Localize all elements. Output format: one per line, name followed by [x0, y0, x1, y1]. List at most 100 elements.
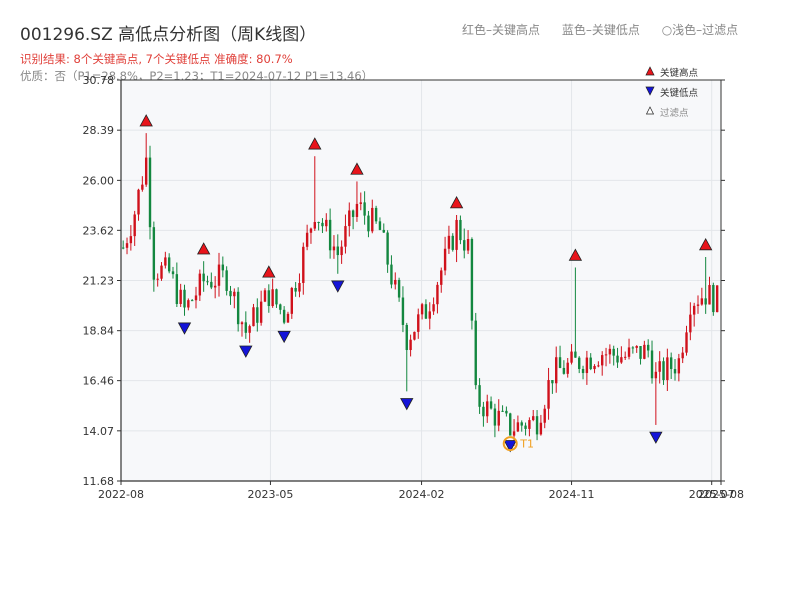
axes: 11.68 14.07 16.46 18.84 21.23 23.62 26.00 28.39…: [83, 74, 744, 501]
candle-body: [417, 314, 420, 332]
candle-body: [620, 357, 623, 363]
candle-body: [692, 305, 696, 315]
t1-marker-ring: [502, 436, 518, 452]
y-tick-label: 30.78: [83, 74, 115, 87]
key-high-marker: [449, 196, 464, 209]
candle-body: [432, 304, 435, 312]
candle-body: [210, 281, 213, 288]
y-tick-label: 11.68: [83, 475, 115, 488]
y-tick-label: 28.39: [83, 124, 115, 137]
candle-body: [294, 287, 297, 292]
color-key: 红色–关键高点 蓝色–关键低点 ○浅色–过滤点: [462, 21, 738, 38]
candle-body: [528, 420, 531, 429]
candle-body: [685, 332, 688, 353]
candle-body: [156, 278, 159, 280]
candle-body: [160, 265, 163, 279]
candle-body: [662, 361, 665, 381]
candle-body: [440, 270, 443, 285]
candle-body: [551, 380, 554, 384]
x-tick-label: 2024-11: [549, 488, 595, 501]
x-tick-label: 2025-07: [689, 488, 735, 501]
candle-body: [436, 284, 439, 305]
key-high-marker: [350, 162, 364, 175]
key-low-marker: [503, 440, 517, 453]
candle-body: [194, 295, 198, 301]
key-low-marker: [331, 280, 345, 293]
candle-body: [148, 157, 152, 228]
candle-body: [489, 401, 493, 409]
candle-body: [555, 357, 558, 384]
candle-body: [570, 351, 573, 363]
candle-body: [332, 246, 336, 251]
candle-body: [712, 284, 715, 313]
candle-body: [482, 406, 485, 417]
candle-body: [125, 243, 129, 248]
candle-body: [696, 304, 700, 306]
candle-body: [543, 408, 546, 423]
candle-body: [585, 357, 589, 374]
candle-body: [424, 304, 428, 319]
candle-body: [578, 357, 581, 369]
candle-body: [183, 289, 186, 308]
candle-body: [409, 339, 412, 351]
y-tick-label: 18.84: [83, 325, 115, 338]
candle-body: [248, 326, 251, 333]
candle-body: [240, 322, 244, 325]
key-low-marker: [239, 345, 253, 358]
candle-body: [302, 246, 305, 283]
key-low-marker: [177, 322, 192, 335]
candle-body: [497, 410, 500, 426]
candle-body: [604, 354, 608, 356]
candles: [121, 133, 719, 446]
candle-body: [121, 247, 125, 249]
key-point-markers: T1: [139, 114, 713, 453]
candle-body: [313, 222, 316, 229]
legend-high-icon: [645, 66, 655, 76]
candle-body: [152, 227, 156, 280]
candle-body: [650, 350, 654, 379]
candle-body: [616, 355, 619, 363]
x-tick-label: 2022-08: [98, 488, 144, 501]
candle-body: [233, 291, 236, 297]
candle-body: [363, 202, 366, 216]
candle-body: [190, 300, 194, 302]
candle-body: [298, 282, 301, 292]
candle-body: [336, 246, 339, 256]
candle-body: [593, 365, 596, 370]
candle-body: [206, 281, 209, 283]
candle-body: [374, 207, 378, 222]
y-tick-label: 26.00: [83, 174, 115, 187]
candle-body: [225, 270, 228, 291]
candle-body: [428, 311, 431, 319]
candle-body: [340, 246, 343, 256]
candle-body: [512, 431, 516, 436]
candle-body: [689, 314, 692, 333]
candle-body: [401, 297, 405, 325]
color-key-blue: 蓝色–关键低点: [561, 23, 640, 37]
candle-body: [420, 304, 424, 315]
candle-body: [252, 307, 255, 327]
legend-low-label: 关键低点: [660, 87, 699, 99]
candle-body: [263, 290, 267, 302]
candle-body: [715, 285, 719, 313]
candle-body: [282, 309, 286, 323]
candle-body: [144, 157, 148, 185]
y-tick-label: 21.23: [83, 275, 115, 288]
candle-body: [328, 219, 332, 251]
candle-body: [259, 301, 263, 323]
candle-body: [344, 226, 347, 247]
candle-body: [597, 365, 600, 367]
color-key-light: ○浅色–过滤点: [661, 23, 739, 37]
candle-body: [474, 320, 477, 386]
candle-body: [394, 279, 397, 285]
candle-body: [470, 239, 474, 321]
key-low-marker: [400, 398, 414, 411]
t1-label: T1: [519, 438, 534, 451]
candle-body: [443, 248, 447, 271]
legend-filtered-icon: [645, 106, 655, 115]
candle-body: [198, 273, 202, 296]
key-high-marker: [262, 265, 276, 278]
key-high-marker: [308, 137, 322, 150]
candle-body: [213, 285, 217, 288]
